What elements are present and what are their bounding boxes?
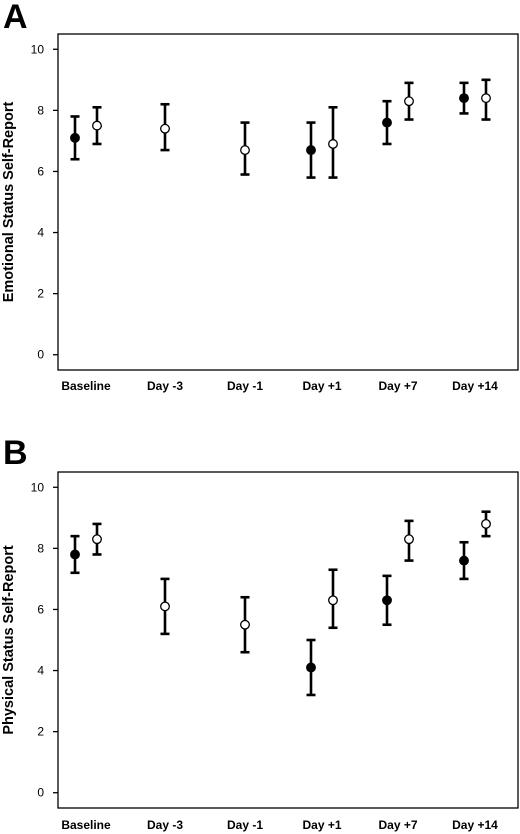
x-category-label: Day +14 (452, 379, 498, 393)
data-point-filled (306, 662, 316, 673)
y-tick-label: 8 (37, 541, 44, 555)
panel-a-letter: A (3, 0, 28, 36)
data-point-open (481, 93, 491, 104)
data-point-filled (459, 93, 469, 104)
data-point-open (92, 120, 102, 131)
panel-b-plot-frame (57, 471, 519, 809)
x-category-label: Baseline (61, 379, 111, 393)
data-point-filled (306, 145, 316, 156)
data-point-open (481, 518, 491, 529)
x-category-label: Day -3 (147, 379, 183, 393)
x-category-label: Day +1 (302, 379, 341, 393)
panel-b-y-ticks: 0 2 4 6 8 10 (31, 480, 58, 800)
panel-b: B Physical Status Self-Report 0 2 4 6 8 10 Ba… (1, 434, 519, 832)
data-point-open (240, 145, 250, 156)
panel-a-category-labels: Baseline Day -3 Day -1 Day +1 Day +7 Day +14 (61, 379, 498, 393)
y-tick-label: 10 (31, 480, 45, 494)
data-point-open (328, 595, 338, 606)
y-tick-label: 6 (37, 602, 44, 616)
data-point-open (240, 619, 250, 630)
y-tick-label: 8 (37, 103, 44, 117)
x-category-label: Day +7 (378, 818, 417, 832)
y-tick-label: 4 (37, 664, 44, 678)
x-category-label: Day +14 (452, 818, 498, 832)
data-point-open (160, 123, 170, 134)
data-point-filled (459, 555, 469, 566)
x-category-label: Day -3 (147, 818, 183, 832)
data-point-open (92, 534, 102, 545)
data-point-open (404, 96, 414, 107)
panel-b-category-labels: Baseline Day -3 Day -1 Day +1 Day +7 Day +14 (61, 818, 498, 832)
x-category-label: Day +1 (302, 818, 341, 832)
x-category-label: Baseline (61, 818, 111, 832)
panel-a-plot-frame (57, 33, 519, 371)
data-point-open (160, 601, 170, 612)
panel-b-data-marks (70, 510, 491, 697)
y-tick-label: 6 (37, 164, 44, 178)
panel-a-y-ticks: 0 2 4 6 8 10 (31, 42, 58, 362)
panel-a-y-axis-label: Emotional Status Self-Report (1, 102, 17, 303)
y-tick-label: 2 (37, 287, 44, 301)
x-category-label: Day +7 (378, 379, 417, 393)
data-point-filled (70, 549, 80, 560)
x-category-label: Day -1 (227, 379, 263, 393)
x-category-label: Day -1 (227, 818, 263, 832)
data-point-open (328, 139, 338, 149)
data-point-filled (382, 117, 392, 128)
y-tick-label: 0 (37, 786, 44, 800)
panel-a: A Emotional Status Self-Report 0 2 4 6 8 10 B… (1, 0, 519, 393)
data-point-open (404, 534, 414, 545)
panel-a-data-marks (70, 78, 491, 179)
y-tick-label: 10 (31, 42, 45, 56)
panel-b-letter: B (3, 434, 28, 472)
data-point-filled (382, 595, 392, 606)
y-tick-label: 2 (37, 725, 44, 739)
y-tick-label: 4 (37, 226, 44, 240)
panel-b-y-axis-label: Physical Status Self-Report (1, 545, 17, 735)
y-tick-label: 0 (37, 348, 44, 362)
data-point-filled (70, 132, 80, 143)
